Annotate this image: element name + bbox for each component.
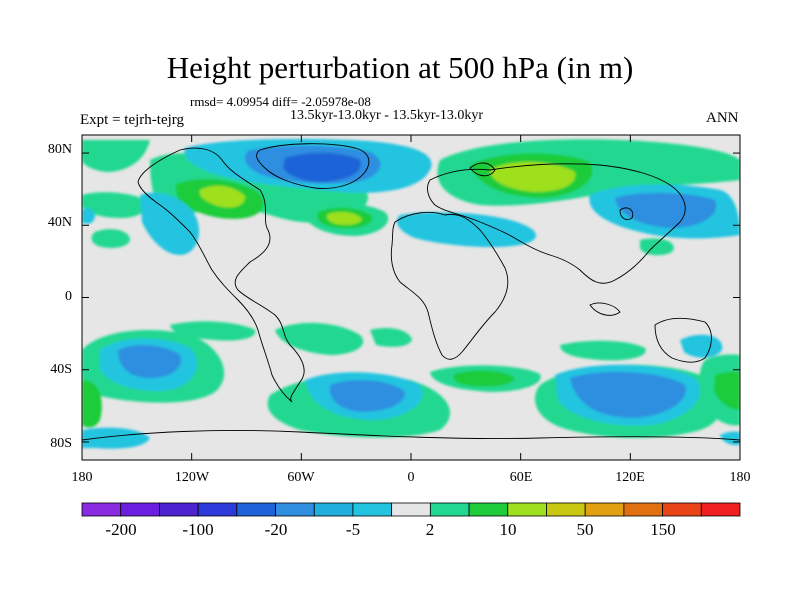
contour-s-pacific-midblue	[118, 345, 181, 378]
colorbar-label: 2	[425, 520, 435, 539]
contour-w-edge-lightblue	[82, 207, 95, 224]
australia-coast	[654, 317, 712, 363]
eurasia-coast	[427, 163, 686, 284]
colorbar-box	[391, 502, 431, 517]
lon-tick-label: 180	[729, 470, 751, 485]
colorbar	[81, 502, 741, 517]
colorbar-box	[507, 502, 547, 517]
colorbar-box	[468, 502, 509, 517]
americas-coast	[137, 147, 305, 403]
lat-tick-label: 0	[65, 289, 72, 304]
colorbar-box	[120, 502, 160, 517]
season-label: ANN	[706, 110, 739, 126]
contour-e-pacific-lightblue	[140, 192, 200, 255]
colorbar-box	[700, 502, 741, 517]
indonesia-coast	[589, 302, 621, 316]
contour-w-edge-green	[82, 380, 102, 428]
plot-title: Height perturbation at 500 hPa (in m)	[166, 50, 634, 85]
contour-s-atlantic-midblue	[329, 380, 405, 412]
colorbar-label: 50	[576, 520, 594, 539]
contour-eurasia-yellow	[490, 161, 576, 192]
contour-n-pacific-midblue	[615, 192, 717, 228]
lat-tick-label: 40N	[47, 215, 72, 230]
lon-tick-label: 60E	[509, 470, 533, 485]
contour-s-indian-midblue	[570, 371, 686, 418]
colorbar-label: 150	[650, 520, 676, 539]
contour-n-pacific-teal-west	[82, 140, 150, 172]
contour-africa-n-lightblue	[396, 212, 537, 248]
colorbar-label: -20	[264, 520, 288, 539]
contour-s-atlantic-small-teal	[370, 328, 412, 347]
contour-s-africa-green	[453, 370, 515, 387]
contour-atlantic-yellow	[326, 211, 362, 225]
japan-coast	[619, 207, 634, 221]
colorbar-label: 10	[499, 520, 517, 539]
lat-tick-label: 80S	[50, 436, 72, 451]
contour-n-pacific-teal	[82, 192, 147, 218]
lon-tick-label: 0	[407, 470, 415, 485]
colorbar-box	[546, 502, 586, 517]
africa-coast	[390, 211, 509, 360]
colorbar-box	[81, 502, 122, 517]
lon-tick-label: 120W	[174, 470, 210, 485]
colorbar-box	[275, 502, 315, 517]
colorbar-box	[429, 502, 470, 517]
colorbar-box	[159, 502, 199, 517]
colorbar-box	[662, 502, 702, 517]
colorbar-box	[236, 502, 276, 517]
colorbar-box	[584, 502, 625, 517]
experiment-label: Expt = tejrh-tejrg	[80, 112, 184, 128]
lon-tick-label: 60W	[287, 470, 315, 485]
colorbar-label: -5	[345, 520, 361, 539]
lat-tick-label: 80N	[47, 142, 72, 157]
experiment-subtitle: 13.5kyr-13.0kyr - 13.5kyr-13.0kyr	[290, 108, 484, 123]
contour-antarctic-lightblue-west	[82, 427, 150, 449]
coastlines	[82, 143, 740, 441]
lon-tick-label: 120E	[615, 470, 645, 485]
colorbar-box	[313, 502, 354, 517]
colorbar-label: -100	[182, 520, 214, 539]
colorbar-box	[352, 502, 393, 517]
contour-e-edge-green	[714, 371, 740, 410]
contour-w-pacific-small-teal	[640, 238, 674, 256]
contour-indian-teal	[560, 340, 646, 361]
contour-pacific-small-teal	[91, 229, 130, 248]
contour-greenland-darkblue	[283, 152, 361, 183]
colorbar-box	[197, 502, 238, 517]
contour-s-atlantic-teal	[275, 322, 364, 355]
colorbar-box	[623, 502, 663, 517]
antarctica-coast	[82, 429, 740, 441]
lat-tick-label: 40S	[50, 362, 72, 377]
lon-tick-label: 180	[71, 470, 93, 485]
greenland-coast	[256, 143, 370, 189]
stats-subtitle: rmsd= 4.09954 diff= -2.05978e-08	[190, 94, 371, 109]
contour-n-america-yellow	[199, 185, 246, 208]
scandinavia-coast	[469, 162, 496, 177]
contour-field	[82, 135, 740, 460]
colorbar-label: -200	[105, 520, 137, 539]
axis-ticks	[81, 135, 741, 460]
